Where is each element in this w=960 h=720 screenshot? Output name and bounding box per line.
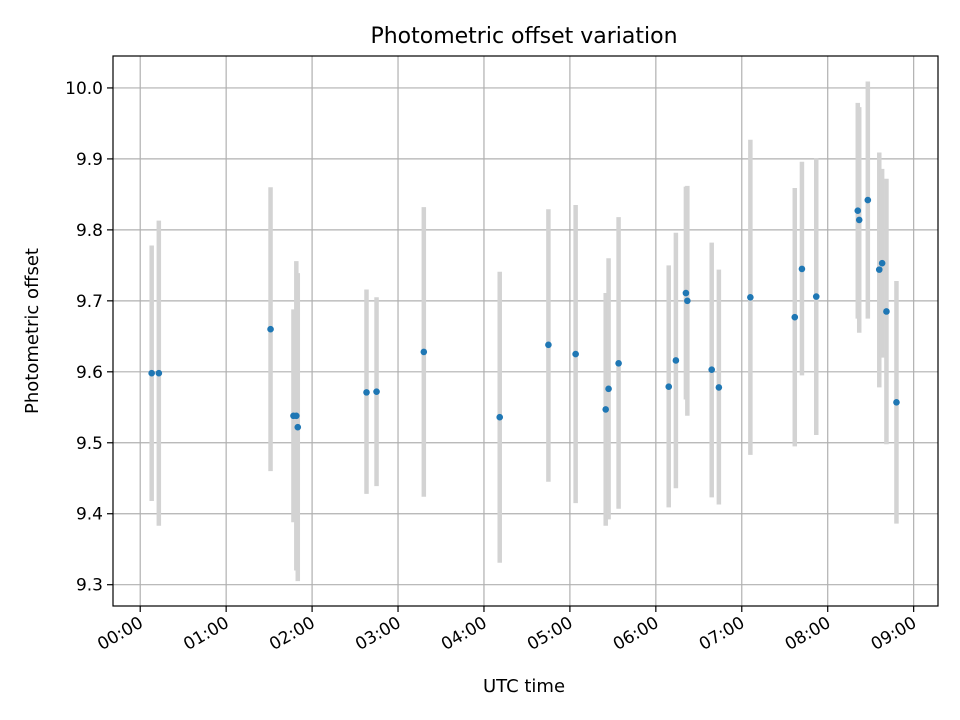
data-point [883,308,890,315]
data-point [155,369,163,377]
data-point [420,348,428,356]
data-point [684,297,691,305]
data-point [875,266,883,273]
chart-title: Photometric offset variation [370,24,677,49]
data-point [572,350,579,358]
data-point [812,293,820,300]
data-point [373,388,380,395]
data-point [602,406,610,413]
y-tick-label: 9.3 [76,576,103,596]
data-point [148,369,155,377]
grid-lines [113,56,938,606]
y-tick-label: 9.5 [76,434,103,454]
data-point [708,366,715,373]
data-point [747,293,754,301]
y-tick-label: 9.6 [76,363,103,383]
data-points [148,196,900,431]
x-axis-label: UTC time [483,676,565,697]
plot-frame [112,55,939,607]
y-tick-label: 9.9 [76,150,103,170]
data-point [855,216,863,224]
y-tick-label: 10.0 [65,79,103,99]
data-point [682,289,690,297]
data-point [363,389,370,396]
data-point [893,399,900,406]
data-point [496,413,504,421]
data-point [715,384,723,391]
data-point [294,423,302,431]
data-point [665,383,673,391]
data-point [878,259,886,267]
data-point [798,265,806,273]
data-point [605,385,612,393]
y-axis-label: Photometric offset [22,248,43,414]
y-tick-label: 9.4 [76,505,103,525]
data-point [864,196,872,204]
y-tick-label: 9.7 [76,292,103,312]
data-point [545,341,552,349]
data-point [854,207,862,215]
data-point [293,412,300,420]
data-point [791,313,799,321]
data-point [672,357,680,364]
data-point [615,359,622,367]
y-axis-ticks: 9.3 9.4 9.5 9.6 9.7 9.8 9.9 10.0 [65,79,113,596]
data-point [267,325,274,333]
y-tick-label: 9.8 [76,221,103,241]
